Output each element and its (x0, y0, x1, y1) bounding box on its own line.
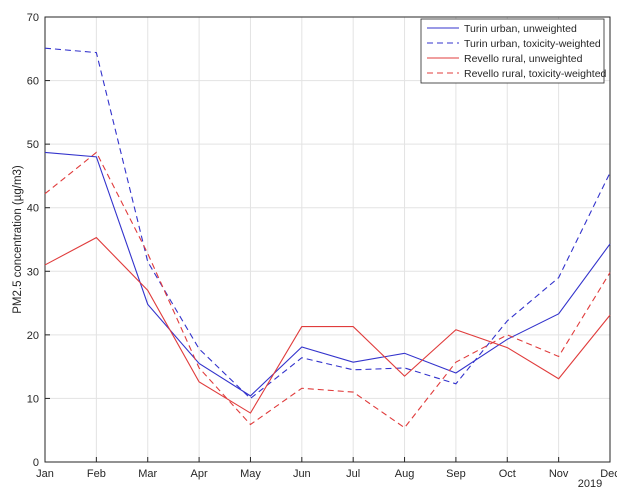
y-tick-label: 0 (33, 457, 39, 469)
y-tick-label: 20 (27, 330, 39, 342)
year-label: 2019 (578, 478, 602, 488)
plot-frame (44, 16, 611, 463)
x-tick-label: Feb (87, 468, 106, 480)
x-tick-label: Sep (446, 468, 466, 480)
y-axis-label: PM2.5 concentration (µg/m3) (12, 165, 24, 314)
y-tick-label: 70 (27, 12, 39, 24)
x-tick-label: Oct (499, 468, 516, 480)
y-tick-label: 10 (27, 393, 39, 405)
legend: Turin urban, unweighted Turin urban, toxi… (420, 18, 607, 84)
legend-label: Turin urban, unweighted (464, 23, 577, 35)
x-tick-label: May (240, 468, 261, 480)
x-tick-label: Dec (600, 468, 617, 480)
y-tick-labels: 0 10 20 30 40 50 60 70 (27, 12, 50, 469)
x-tick-label: Jan (36, 468, 54, 480)
y-tick-label: 50 (27, 139, 39, 151)
series-line-3 (44, 236, 611, 414)
x-tick-labels: Jan Feb Mar Apr May Jun Jul Aug Sep Oct Nov Dec (36, 457, 617, 480)
legend-label: Revello rural, toxicity-weighted (464, 68, 607, 80)
legend-box (420, 18, 605, 84)
legend-label: Turin urban, toxicity-weighted (464, 38, 601, 50)
legend-label: Revello rural, unweighted (464, 53, 583, 65)
x-tick-label: Jul (346, 468, 360, 480)
series-line-4 (44, 151, 611, 429)
y-tick-label: 30 (27, 266, 39, 278)
series-layer (44, 47, 611, 429)
series-line-2 (44, 47, 611, 400)
y-tick-label: 40 (27, 203, 39, 215)
x-tick-label: Jun (293, 468, 311, 480)
y-tick-label: 60 (27, 76, 39, 88)
x-tick-label: Nov (549, 468, 569, 480)
grid-layer (45, 17, 610, 462)
x-tick-label: Aug (395, 468, 415, 480)
x-tick-label: Apr (191, 468, 208, 480)
x-tick-label: Mar (138, 468, 157, 480)
series-line-1 (44, 151, 611, 397)
